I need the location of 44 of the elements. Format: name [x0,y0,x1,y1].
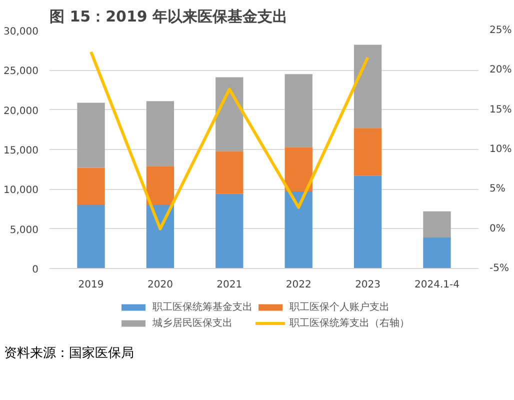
legend-label: 职工医保统筹支出（右轴） [290,316,410,330]
legend-label: 城乡居民医保支出 [152,316,232,330]
chart-title: 图 15：2019 年以来医保基金支出 [50,8,288,26]
x-tick-label: 2023 [355,280,381,290]
y2-tick-label: 5% [490,184,506,195]
legend-label: 职工医保个人账户支出 [290,300,390,314]
bar [146,101,174,166]
bar [354,44,382,128]
y2-tick-label: 20% [490,64,512,76]
bar [354,128,382,176]
x-tick-label: 2024.1-4 [414,280,460,290]
y-tick-label: 30,000 [4,26,39,38]
y-tick-label: 20,000 [4,106,39,117]
bar [354,176,382,268]
bar [284,147,312,192]
text: 资料来源：国家医保局 [4,345,134,363]
bar [284,74,312,148]
y-tick-label: 25,000 [4,66,39,78]
bar [77,168,105,206]
bar [216,77,244,152]
y2-tick-label: 0% [490,223,506,234]
line-series [90,50,370,230]
y2-tick-label: 10% [490,144,512,155]
x-tick-label: 2022 [286,280,312,290]
y2-tick-label: 15% [490,104,512,116]
x-tick-label: 2021 [216,280,242,290]
y-tick-label: 15,000 [4,146,39,156]
y-tick-label: 0 [32,264,39,276]
bar [146,166,174,206]
bar [216,194,244,268]
bar [423,238,451,268]
legend-label: 职工医保统筹基金支出 [152,300,252,314]
y2-tick-label: 25% [490,25,512,36]
x-tick-label: 2019 [78,280,104,290]
bar [284,192,312,268]
y-tick-label: 10,000 [4,185,39,196]
bar [77,102,105,168]
x-tick-label: 2020 [147,280,173,290]
bar [216,151,244,194]
y2-tick-label: -5% [490,263,509,274]
bar [77,205,105,268]
bar [146,205,174,268]
bar [423,211,451,238]
y-tick-label: 5,000 [10,224,39,236]
